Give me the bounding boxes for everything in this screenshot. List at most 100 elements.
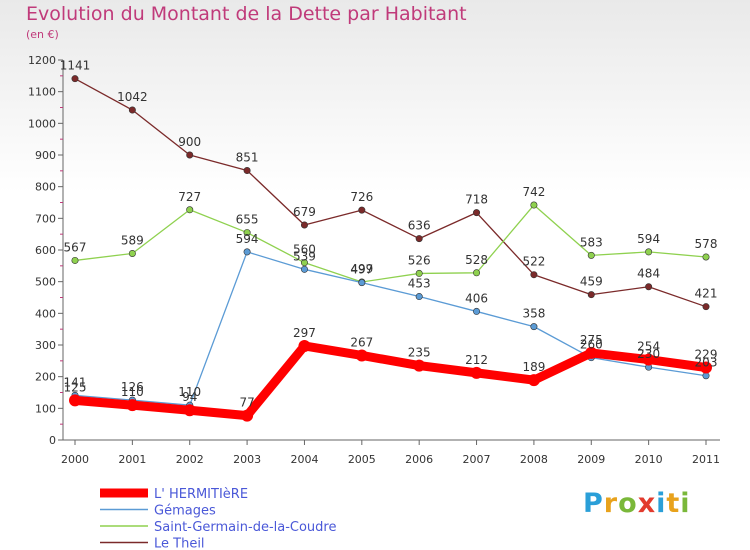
- data-label: 254: [637, 340, 660, 354]
- y-tick-label: 200: [35, 371, 56, 384]
- series-line-2: [74, 204, 707, 283]
- data-label: 742: [522, 185, 545, 199]
- data-label: 851: [236, 151, 259, 165]
- data-label: 567: [64, 240, 87, 254]
- x-tick-label: 2005: [348, 453, 376, 466]
- y-tick-label: 700: [35, 212, 56, 225]
- data-point: [300, 265, 308, 273]
- data-label: 406: [465, 291, 488, 305]
- data-label: 203: [695, 356, 718, 370]
- data-label: 726: [350, 190, 373, 204]
- series-line-1: [74, 251, 707, 406]
- legend-label-2: Saint-Germain-de-la-Coudre: [154, 520, 336, 535]
- data-label: 528: [465, 253, 488, 267]
- data-point: [702, 253, 710, 261]
- data-point: [470, 366, 483, 379]
- proxiti-logo: Proxiti: [583, 488, 691, 519]
- x-tick-label: 2010: [635, 453, 663, 466]
- y-tick-label: 600: [35, 244, 56, 257]
- y-tick-label: 0: [49, 434, 56, 447]
- data-label: 589: [121, 233, 144, 247]
- data-label: 125: [64, 380, 87, 394]
- x-tick-label: 2009: [577, 453, 605, 466]
- data-point: [415, 235, 423, 243]
- data-label: 578: [695, 237, 718, 251]
- x-tick-label: 2011: [692, 453, 720, 466]
- data-point: [587, 251, 595, 259]
- data-point: [642, 353, 655, 366]
- x-tick-label: 2007: [463, 453, 491, 466]
- chart-title: Evolution du Montant de la Dette par Hab…: [26, 3, 467, 25]
- data-point: [645, 283, 653, 291]
- legend-label-3: Le Theil: [154, 537, 205, 550]
- data-label: 655: [236, 213, 259, 227]
- data-point: [300, 221, 308, 229]
- data-label: 900: [178, 135, 201, 149]
- data-label: 583: [580, 235, 603, 249]
- data-label: 229: [695, 347, 718, 361]
- data-label: 230: [637, 347, 660, 361]
- series-line-0: [74, 341, 707, 421]
- data-label: 526: [408, 253, 431, 267]
- data-point: [71, 75, 79, 83]
- data-label: 421: [695, 287, 718, 301]
- data-point: [415, 293, 423, 301]
- y-tick-label: 900: [35, 149, 56, 162]
- data-point: [473, 307, 481, 315]
- data-label: 275: [580, 333, 603, 347]
- x-tick-label: 2008: [520, 453, 548, 466]
- data-point: [243, 229, 251, 237]
- y-tick-label: 400: [35, 307, 56, 320]
- data-label: 453: [408, 277, 431, 291]
- data-label: 539: [293, 249, 316, 263]
- y-tick-label: 1200: [28, 54, 56, 67]
- legend-label-0: L' HERMITIèRE: [154, 487, 248, 502]
- data-label: 594: [236, 232, 259, 246]
- data-point: [128, 106, 136, 114]
- x-tick-label: 2004: [290, 453, 318, 466]
- data-point: [702, 303, 710, 311]
- data-point: [355, 349, 368, 362]
- data-point: [473, 209, 481, 217]
- y-tick-label: 500: [35, 276, 56, 289]
- data-label: 212: [465, 353, 488, 367]
- data-label: 260: [580, 338, 603, 352]
- chart-subtitle: (en €): [26, 28, 59, 41]
- x-tick-label: 2000: [61, 453, 89, 466]
- data-label: 297: [293, 326, 316, 340]
- data-point: [243, 248, 251, 256]
- x-tick-label: 2002: [176, 453, 204, 466]
- data-label: 560: [293, 243, 316, 257]
- data-point: [358, 206, 366, 214]
- y-tick-label: 100: [35, 402, 56, 415]
- data-label: 94: [182, 390, 197, 404]
- data-point: [700, 361, 712, 374]
- data-label: 594: [637, 232, 660, 246]
- data-label: 727: [178, 190, 201, 204]
- y-tick-label: 300: [35, 339, 56, 352]
- data-point: [183, 404, 196, 417]
- data-point: [126, 399, 139, 412]
- data-point: [241, 409, 254, 422]
- data-point: [186, 206, 194, 214]
- y-tick-label: 1100: [28, 86, 56, 99]
- data-point: [186, 151, 194, 159]
- data-label: 459: [580, 275, 603, 289]
- data-label: 497: [350, 263, 373, 277]
- data-point: [473, 269, 481, 277]
- y-tick-label: 1000: [28, 117, 56, 130]
- data-label: 235: [408, 346, 431, 360]
- data-label: 679: [293, 205, 316, 219]
- data-point: [413, 359, 426, 372]
- data-point: [530, 271, 538, 279]
- data-point: [128, 249, 136, 257]
- data-label: 141: [64, 375, 87, 389]
- data-point: [243, 167, 251, 175]
- data-point: [415, 269, 423, 277]
- data-label: 1141: [60, 59, 91, 73]
- data-point: [645, 248, 653, 256]
- data-label: 358: [522, 307, 545, 321]
- data-label: 77: [239, 396, 254, 410]
